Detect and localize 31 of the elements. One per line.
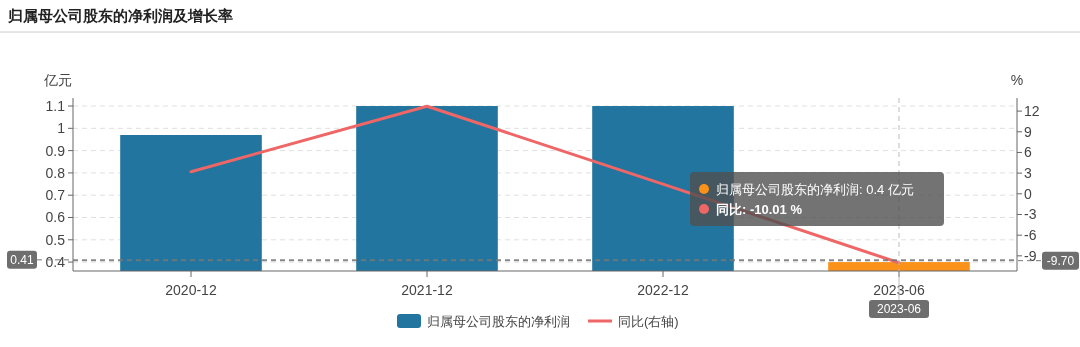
tooltip: 归属母公司股东的净利润: 0.4 亿元 同比: -10.01 %	[690, 172, 944, 226]
x-tick-label: 2021-12	[401, 282, 453, 298]
y2-tick-label: -6	[1024, 227, 1037, 244]
ref-line-label: 2023-06	[876, 302, 922, 316]
y2-tick-label: 3	[1024, 165, 1032, 182]
y-tick-label: 0.5	[45, 231, 66, 248]
ref-line-label: 0.41	[10, 252, 34, 267]
y-tick-label: 0.4	[45, 254, 66, 271]
y2-tick-label: 6	[1024, 144, 1032, 161]
y-tick-label: 0.6	[45, 209, 66, 226]
y2-axis-title: %	[1010, 72, 1024, 88]
y2-tick-label: 12	[1024, 103, 1040, 120]
y-tick-label: 0.8	[45, 164, 66, 181]
chart-title: 归属母公司股东的净利润及增长率	[7, 7, 233, 24]
legend-label: 归属母公司股东的净利润	[427, 314, 570, 329]
y-axis-title: 亿元	[43, 72, 72, 88]
legend-label: 同比(右轴)	[618, 314, 679, 329]
y-tick-label: 0.7	[45, 187, 66, 204]
y-tick-label: 1	[57, 120, 66, 137]
y-tick-label: 0.9	[45, 142, 66, 159]
y-tick-label: 1.1	[45, 98, 66, 115]
y2-tick-label: 9	[1024, 123, 1032, 140]
y2-tick-label: 0	[1024, 185, 1032, 202]
y2-tick-label: -9	[1024, 247, 1037, 264]
annotation: 同比: -10.01 %	[716, 202, 803, 217]
x-tick-label: 2023-06	[873, 282, 925, 298]
annotation: 归属母公司股东的净利润: 0.4 亿元	[716, 182, 914, 197]
x-tick-label: 2020-12	[165, 282, 217, 298]
x-tick-label: 2022-12	[637, 282, 689, 298]
y2-tick-label: -3	[1024, 206, 1037, 223]
ref-line-label: -9.70	[1046, 253, 1075, 268]
